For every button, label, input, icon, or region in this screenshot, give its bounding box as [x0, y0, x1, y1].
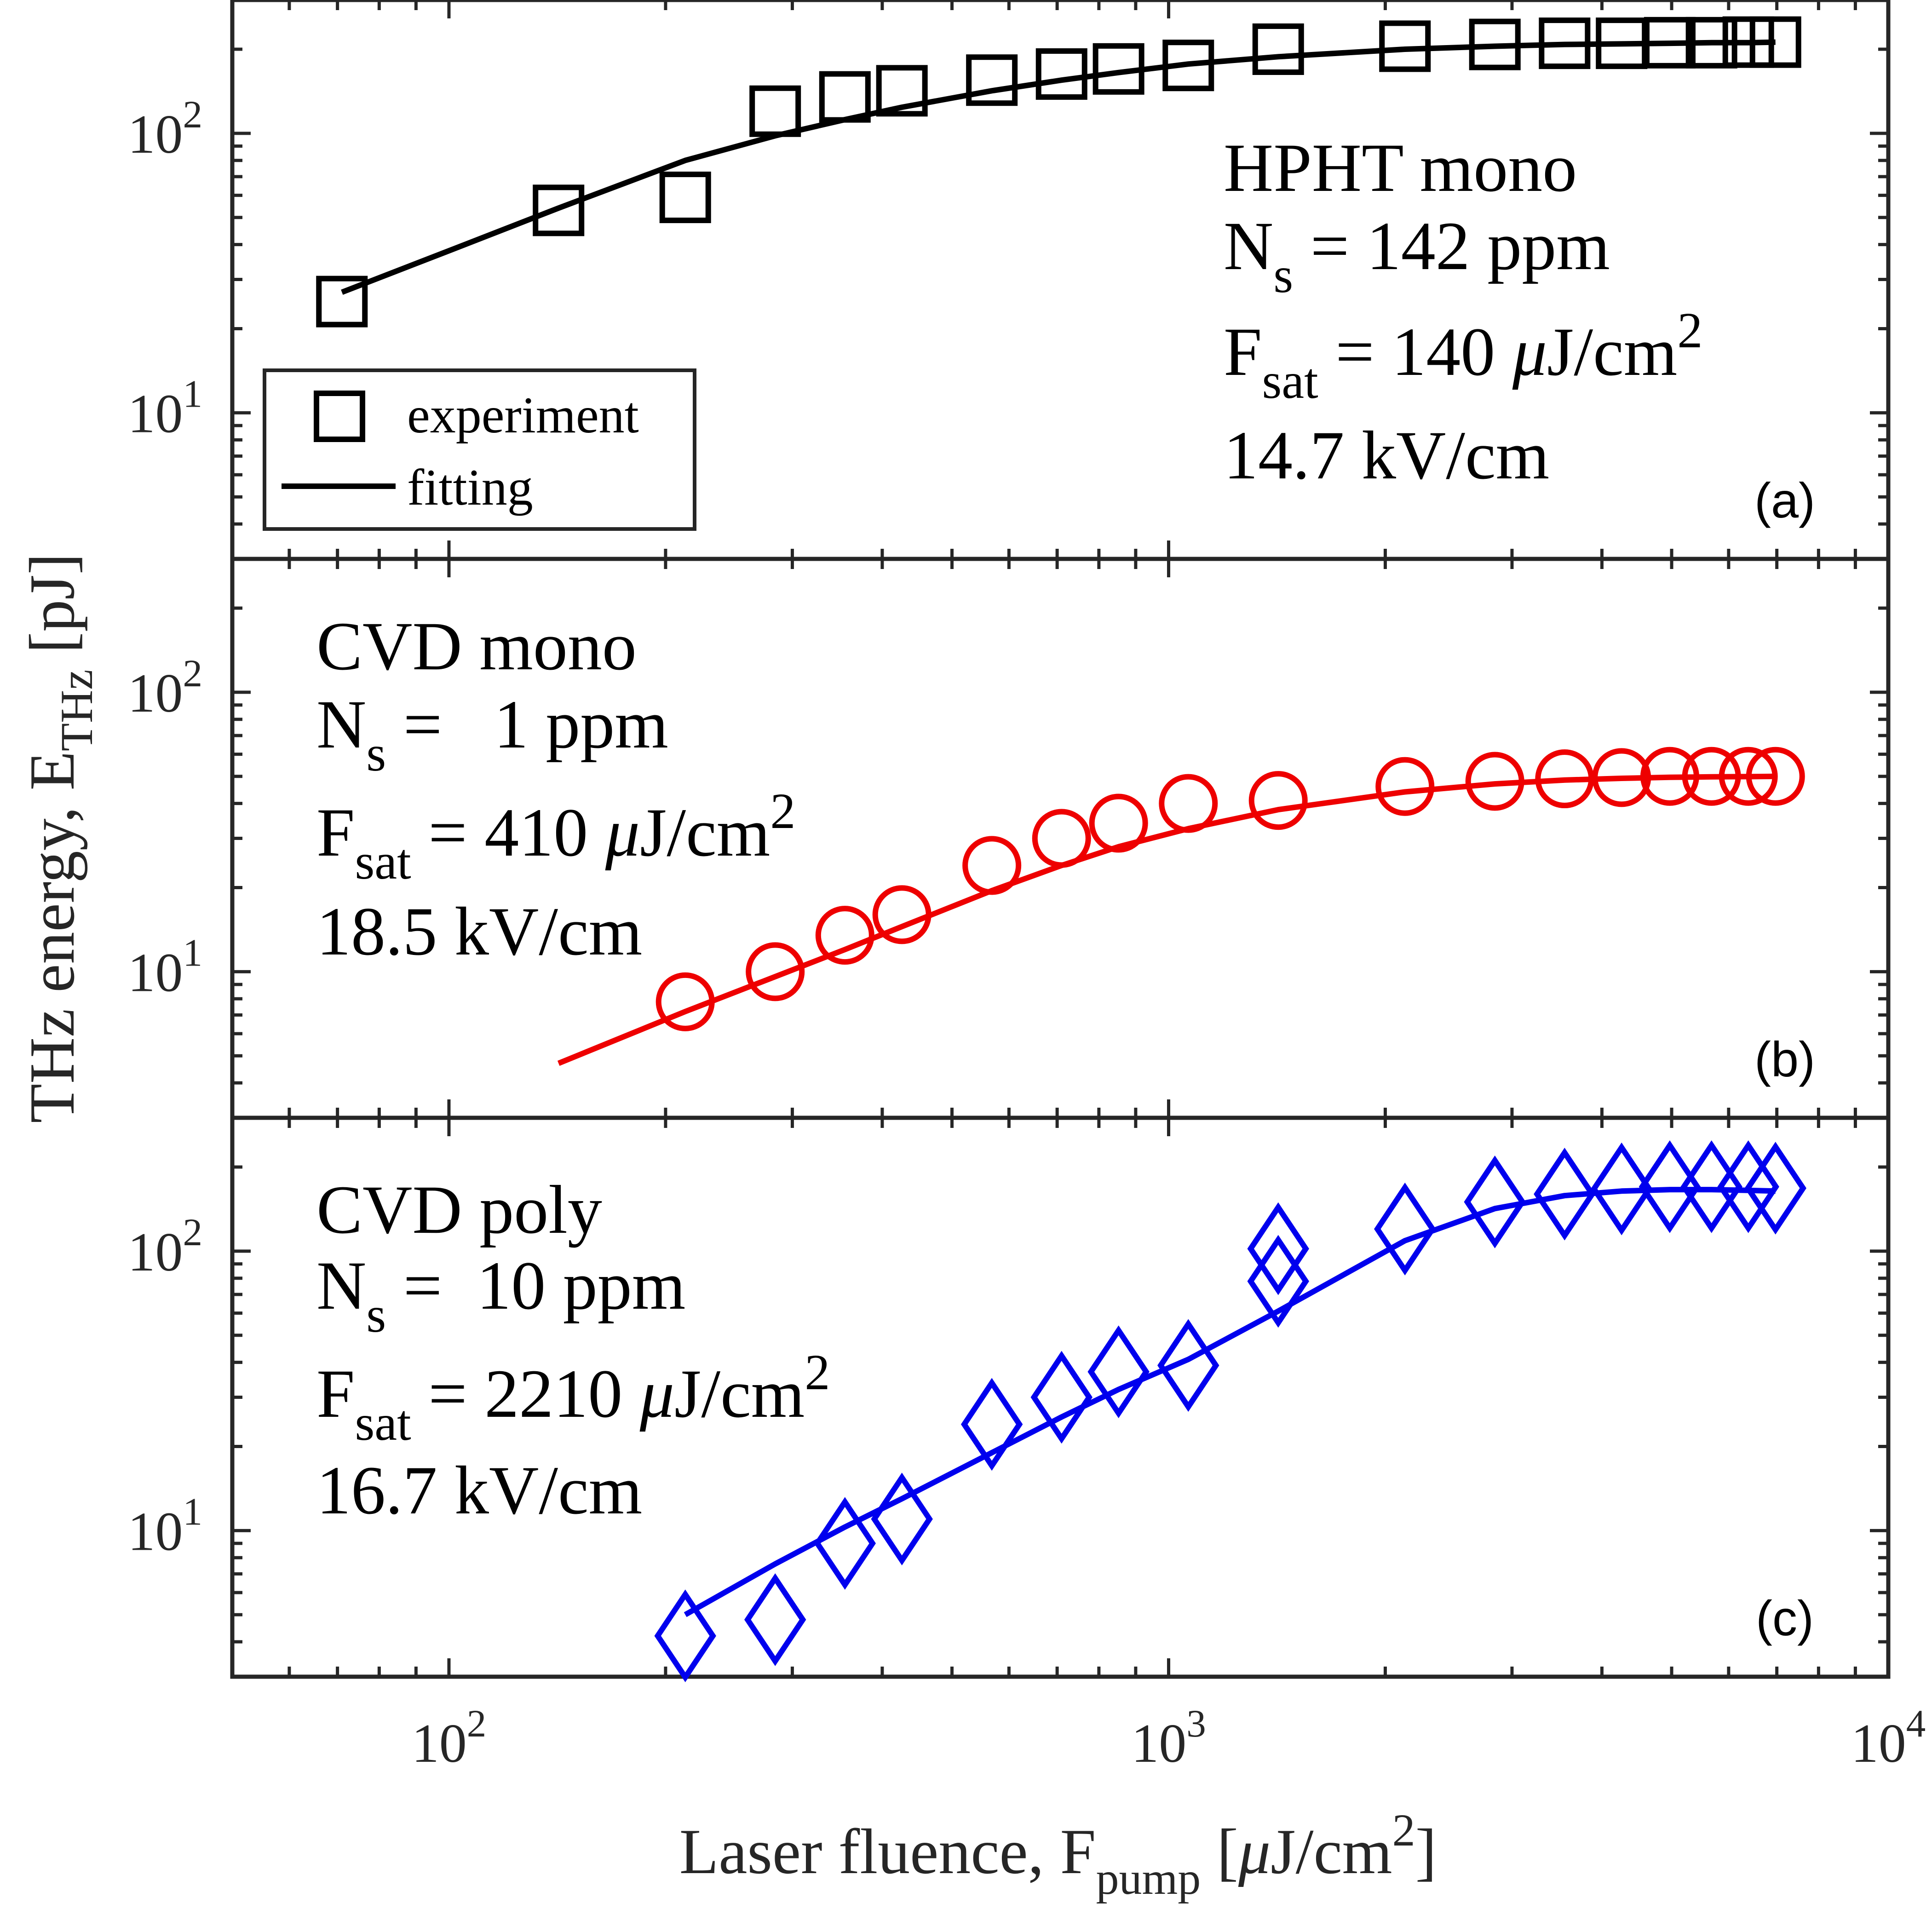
panel-c-data-point	[871, 1472, 933, 1566]
panel-b-data-point	[1535, 749, 1594, 809]
panel-c-data-point	[1744, 1142, 1806, 1235]
panel-c-data-point	[654, 1589, 716, 1683]
panel-c-annotation: CVD poly Ns = 10 ppm Fsat = 2210 μJ/cm2 …	[316, 1172, 830, 1529]
legend-box	[263, 368, 696, 531]
panel-a-fitting-line	[341, 39, 1776, 295]
panel-b-data-point	[872, 885, 932, 944]
panel-c-data-point	[744, 1573, 806, 1666]
panel-b-data-point	[815, 906, 874, 965]
panel-c-data-point	[814, 1497, 876, 1590]
panel-b-data-point	[1032, 809, 1091, 868]
panel-c-data-point	[1247, 1202, 1309, 1295]
panel-a-data-point	[1469, 18, 1521, 70]
x-axis-title: Laser fluence, Fpump [μJ/cm2]	[679, 1805, 1437, 1904]
panel-a-label: (a)	[1754, 472, 1815, 528]
panel-a-data-point	[1252, 23, 1304, 75]
panel-c-fsat: Fsat = 2210 μJ/cm2	[316, 1344, 830, 1451]
panel-c-label: (c)	[1756, 1590, 1814, 1646]
panel-a-data-point	[1722, 16, 1774, 68]
legend-fitting-label: fitting	[407, 459, 533, 516]
panel-a-title: HPHT mono	[1224, 130, 1577, 206]
panel-c-y-tick-label: 101	[128, 1490, 203, 1562]
panel-b-data-point	[1640, 747, 1699, 806]
panel-a-annotation: HPHT mono Ns = 142 ppm Fsat = 140 μJ/cm2…	[1224, 130, 1702, 494]
x-tick-label: 103	[1131, 1702, 1206, 1774]
panel-b-data-point	[1746, 747, 1805, 806]
panel-b-data-point	[1248, 771, 1308, 830]
panel-a-plot: 101 102	[128, 16, 1801, 444]
panel-b-data-point	[1592, 748, 1651, 807]
panel-a-data-point	[316, 276, 368, 328]
panel-a-y-tick-label: 102	[128, 93, 203, 165]
panel-a-data-point	[659, 172, 711, 224]
panel-a-data-point	[966, 54, 1018, 106]
panel-b-data-point	[1089, 794, 1148, 853]
legend-experiment-label: experiment	[407, 387, 639, 444]
x-tick-label: 102	[412, 1702, 487, 1774]
y-axis-title: THz energy, ETHz [pJ]	[17, 553, 102, 1123]
panel-a-data-point	[533, 184, 585, 236]
panel-c-data-point	[1374, 1182, 1436, 1276]
panel-a-data-point	[1162, 40, 1214, 92]
panel-b-title: CVD mono	[316, 608, 637, 684]
x-tick-label: 104	[1851, 1702, 1926, 1774]
panel-a-data-point	[1379, 20, 1431, 72]
panel-c-data-point	[1464, 1156, 1526, 1248]
panel-c-data-point	[1639, 1140, 1701, 1233]
panel-a-data-point	[819, 71, 871, 123]
panel-c-ns: Ns = 10 ppm	[316, 1248, 685, 1343]
panel-b-data-point	[1375, 757, 1435, 816]
panel-c-data-point	[1087, 1325, 1150, 1418]
panel-a-data-point	[1685, 17, 1737, 69]
panel-c-y-tick-label: 102	[128, 1211, 203, 1282]
panel-a-data-point	[1035, 48, 1087, 100]
panel-c-data-point	[1030, 1351, 1092, 1444]
panel-a-fsat: Fsat = 140 μJ/cm2	[1224, 302, 1702, 409]
panel-a-data-point	[1539, 17, 1591, 69]
panel-b-annotation: CVD mono Ns = 1 ppm Fsat = 410 μJ/cm2 18…	[316, 608, 795, 970]
legend: experiment fitting	[263, 368, 696, 531]
panel-a-ns: Ns = 142 ppm	[1224, 208, 1610, 303]
legend-square-marker	[314, 391, 365, 442]
panel-b-label: (b)	[1754, 1031, 1815, 1087]
panel-a-field: 14.7 kV/cm	[1224, 417, 1549, 494]
panel-b-data-point	[1465, 752, 1524, 811]
panel-c-data-point	[1717, 1140, 1779, 1233]
panel-c-data-point	[1157, 1319, 1219, 1412]
panel-b-fitting-line	[557, 773, 1776, 1066]
panel-b-data-point	[1159, 774, 1218, 833]
panel-b-field: 18.5 kV/cm	[316, 893, 642, 970]
panel-a-data-point	[1644, 17, 1696, 69]
panel-b-y-tick-label: 101	[128, 931, 203, 1003]
panel-a-data-point	[749, 85, 801, 137]
panel-a-data-point	[1092, 43, 1144, 95]
panel-b: 101 102 (b) CVD mono Ns = 1 ppm Fsat = 41…	[128, 557, 1891, 1120]
panel-b-ns: Ns = 1 ppm	[316, 686, 668, 782]
panel-a-data-point	[1749, 16, 1801, 68]
panel-a-y-tick-label: 101	[128, 372, 203, 444]
panel-b-plot: 101 102	[128, 652, 1805, 1066]
panel-c-data-point	[960, 1378, 1023, 1471]
panel-a: 101 102 (a) HPHT mono Ns = 142 ppm Fsat =…	[128, 0, 1891, 561]
panel-b-data-point	[1719, 747, 1778, 806]
axis-ticks: 102 103 104	[230, 0, 1926, 1774]
panel-b-data-point	[962, 836, 1022, 895]
panel-b-fsat: Fsat = 410 μJ/cm2	[316, 783, 795, 890]
panel-b-data-point	[746, 942, 805, 1001]
panel-b-data-point	[656, 972, 715, 1031]
panel-c-plot: 101 102	[128, 1140, 1806, 1683]
panel-c-title: CVD poly	[316, 1172, 602, 1248]
panel-a-data-point	[876, 65, 928, 117]
panel-b-y-tick-label: 102	[128, 652, 203, 724]
panel-c-field: 16.7 kV/cm	[316, 1452, 642, 1529]
panel-b-data-point	[1682, 747, 1741, 806]
panel-c-data-point	[1590, 1142, 1653, 1236]
panel-c-data-point	[1534, 1148, 1596, 1241]
